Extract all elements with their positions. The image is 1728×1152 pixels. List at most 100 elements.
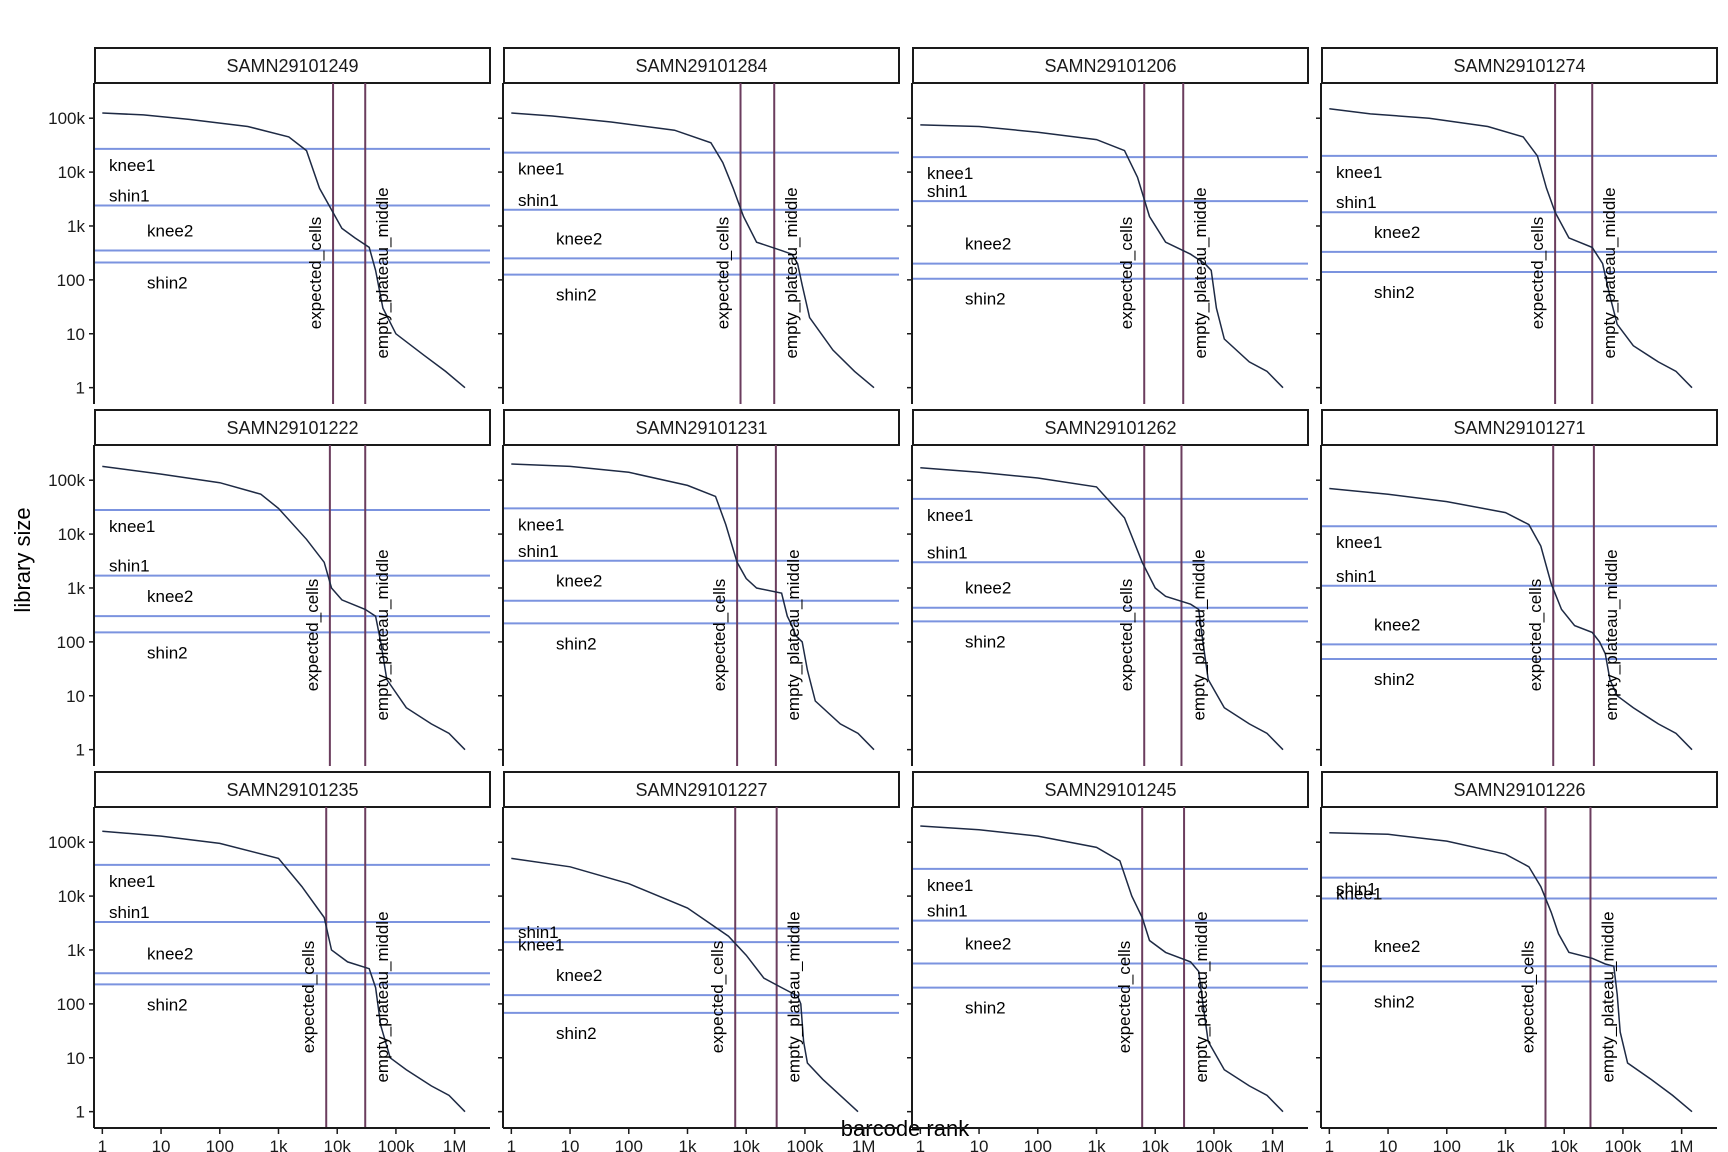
x-tick-label: 100k [1195,1137,1232,1152]
expected-cells-label: expected_cells [1115,941,1134,1053]
shin1-label: shin1 [518,191,559,210]
x-tick-label: 1M [1261,1137,1285,1152]
y-tick-label: 1 [76,379,85,398]
knee1-label: knee1 [109,872,155,891]
facet-panel: SAMN29101245 knee1 shin1 knee2 shin2 expected… [907,771,1309,1152]
y-tick-label: 10k [58,887,86,906]
y-tick-label: 100k [48,471,85,490]
x-tick-label: 1M [852,1137,876,1152]
facet-title: SAMN29101271 [1453,418,1585,438]
barcode-rank-curve [1329,831,1693,1113]
x-tick-label: 1 [98,1137,107,1152]
facet-title: SAMN29101206 [1044,56,1176,76]
facet-strip [94,771,491,808]
y-tick-label: 10 [66,687,85,706]
shin2-label: shin2 [556,1024,597,1043]
facet-title: SAMN29101222 [226,418,358,438]
knee1-label: knee1 [518,160,564,179]
facet-strip [912,771,1309,808]
expected-cells-label: expected_cells [303,579,322,691]
shin2-label: shin2 [1374,283,1415,302]
y-tick-label: 1k [67,941,85,960]
knee2-label: knee2 [1374,615,1420,634]
empty-plateau-middle-label: empty_plateau_middle [1189,549,1208,720]
shin1-label: shin1 [109,557,150,576]
x-tick-label: 1 [507,1137,516,1152]
shin1-label: shin1 [109,186,150,205]
expected-cells-label: expected_cells [1117,217,1136,329]
shin2-label: shin2 [1374,670,1415,689]
x-tick-label: 10k [1141,1137,1169,1152]
y-tick-label: 100 [57,271,85,290]
expected-cells-label: expected_cells [708,941,727,1053]
y-tick-label: 1k [67,217,85,236]
shin1-label: shin1 [927,902,968,921]
y-tick-label: 100 [57,995,85,1014]
x-tick-label: 100k [786,1137,823,1152]
y-tick-label: 1 [76,741,85,760]
x-tick-label: 100 [1433,1137,1461,1152]
shin1-label: shin1 [1336,567,1377,586]
facet-title: SAMN29101231 [635,418,767,438]
shin2-label: shin2 [556,634,597,653]
facet-title: SAMN29101262 [1044,418,1176,438]
shin1-label: shin1 [927,543,968,562]
y-tick-label: 100k [48,833,85,852]
expected-cells-label: expected_cells [306,217,325,329]
knee1-label: knee1 [927,164,973,183]
facet-strip [503,409,900,446]
shin2-label: shin2 [147,274,188,293]
empty-plateau-middle-label: empty_plateau_middle [373,549,392,720]
knee1-label: knee1 [518,936,564,955]
shin1-label: shin1 [1336,880,1377,899]
facet-panel: SAMN29101262 knee1 shin1 knee2 shin2 expected… [907,409,1309,766]
shin1-label: shin1 [518,923,559,942]
barcode-rank-curve [511,112,875,389]
x-tick-label: 10 [1379,1137,1398,1152]
facet-panel: SAMN29101274 knee1 shin1 knee2 shin2 expected… [1316,47,1718,404]
shin2-label: shin2 [965,290,1006,309]
shin1-label: shin1 [1336,193,1377,212]
shin2-label: shin2 [147,643,188,662]
facet-strip [1321,47,1718,84]
y-tick-label: 100 [57,633,85,652]
x-tick-label: 100 [206,1137,234,1152]
barcode-rank-curve [511,857,859,1113]
facet-strip [503,771,900,808]
x-tick-label: 100k [1604,1137,1641,1152]
knee2-label: knee2 [147,587,193,606]
expected-cells-label: expected_cells [714,217,733,329]
facet-title: SAMN29101245 [1044,780,1176,800]
facet-strip [94,47,491,84]
knee1-label: knee1 [109,517,155,536]
y-tick-label: 10k [58,525,86,544]
empty-plateau-middle-label: empty_plateau_middle [1600,187,1619,358]
x-tick-label: 10k [732,1137,760,1152]
facet-panel: SAMN29101249 knee1 shin1 knee2 shin2 expected… [48,47,491,404]
facet-title: SAMN29101274 [1453,56,1585,76]
knee1-label: knee1 [927,876,973,895]
empty-plateau-middle-label: empty_plateau_middle [1598,911,1617,1082]
shin2-label: shin2 [965,999,1006,1018]
y-tick-label: 10k [58,163,86,182]
y-tick-label: 1 [76,1103,85,1122]
facet-strip [1321,771,1718,808]
empty-plateau-middle-label: empty_plateau_middle [1602,549,1621,720]
facet-title: SAMN29101226 [1453,780,1585,800]
expected-cells-label: expected_cells [1526,579,1545,691]
shin2-label: shin2 [965,632,1006,651]
x-tick-label: 1k [679,1137,697,1152]
x-tick-label: 10 [561,1137,580,1152]
barcode-rank-curve [920,825,1284,1113]
x-tick-label: 10k [1550,1137,1578,1152]
x-tick-label: 1M [1670,1137,1694,1152]
knee2-label: knee2 [965,579,1011,598]
facet-title: SAMN29101284 [635,56,767,76]
barcode-rank-curve [1329,107,1693,389]
knee2-label: knee2 [556,572,602,591]
knee2-label: knee2 [556,229,602,248]
x-tick-label: 10 [152,1137,171,1152]
